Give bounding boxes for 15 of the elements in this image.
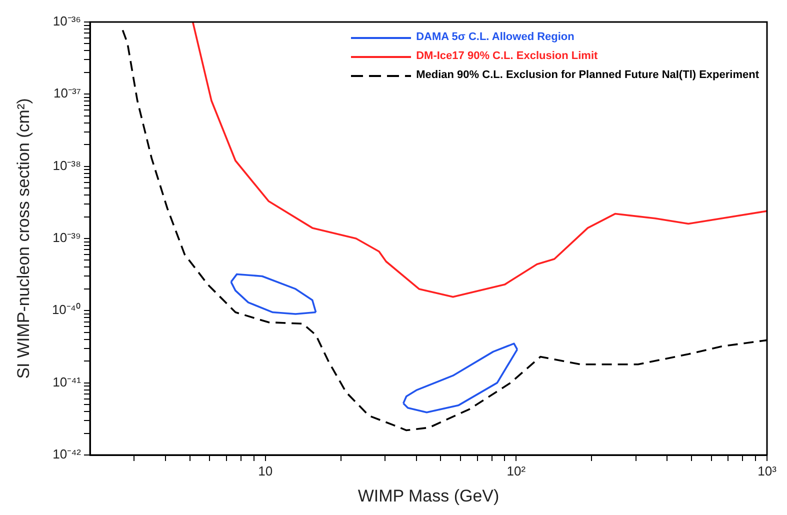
y-tick-label: 10⁻³⁹ [52,230,81,246]
x-axis-title: WIMP Mass (GeV) [358,486,500,506]
y-axis-title: SI WIMP-nucleon cross section (cm²) [14,98,33,379]
y-tick-label: 10⁻³⁷ [54,86,82,101]
y-tick-label: 10⁻³⁸ [52,158,81,173]
text: DM-Ice17 90% C.L. Exclusion Limit [416,49,598,64]
text: DAMA 5σ C.L. Allowed Region [416,30,574,45]
y-tick-label: 10⁻³⁶ [52,14,81,29]
y-tick-label: 10⁻⁴⁰ [52,302,81,318]
y-tick-label: 10⁻⁴¹ [52,374,82,390]
x-tick-label: 10² [506,463,526,478]
y-tick-label: 10⁻⁴² [52,446,82,462]
legend-label: Median 90% C.L. Exclusion for Planned Future NaI(Tl) Experiment [416,68,759,83]
x-tick-label: 10³ [758,463,778,478]
x-tick-label: 10 [258,463,273,478]
